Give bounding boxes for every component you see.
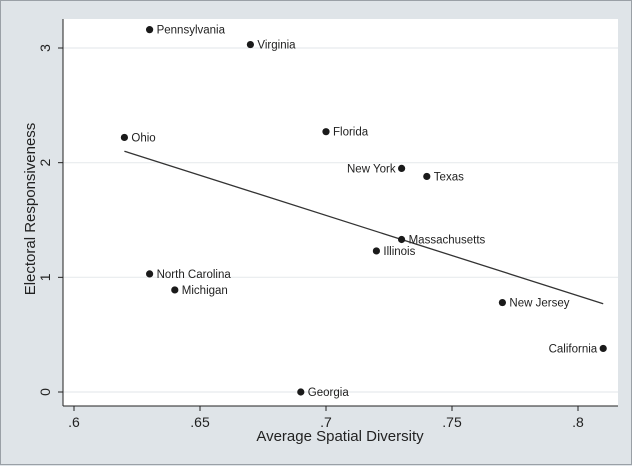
point-label: Massachusetts bbox=[409, 234, 486, 246]
y-tick-label: 2 bbox=[37, 159, 53, 167]
point-label: New Jersey bbox=[509, 298, 569, 310]
point-label: Ohio bbox=[131, 132, 155, 144]
y-tick-label: 0 bbox=[37, 388, 53, 396]
data-point bbox=[322, 128, 330, 136]
axes: .6 .65 .7 .75 .8 0 1 2 3 bbox=[37, 19, 618, 430]
data-point bbox=[398, 164, 406, 172]
data-point bbox=[423, 172, 431, 181]
data-point bbox=[146, 270, 154, 278]
data-point bbox=[171, 286, 179, 294]
fit-line bbox=[124, 150, 604, 305]
point-label: Georgia bbox=[308, 387, 350, 399]
point-label: Michigan bbox=[182, 285, 228, 297]
y-tick-label: 1 bbox=[37, 273, 53, 281]
fit-line-group bbox=[124, 150, 604, 305]
y-axis-title: Electoral Responsiveness bbox=[22, 123, 39, 296]
plot-area bbox=[63, 19, 618, 406]
x-tick-label: .7 bbox=[320, 414, 332, 430]
y-tick-label: 3 bbox=[37, 44, 53, 52]
x-axis-title: Average Spatial Diversity bbox=[256, 428, 424, 445]
point-label: Illinois bbox=[383, 246, 415, 258]
point-label: California bbox=[549, 343, 598, 355]
point-label: New York bbox=[347, 163, 396, 175]
x-tick-label: .6 bbox=[68, 414, 80, 430]
point-label: Florida bbox=[333, 127, 369, 139]
point-label: North Carolina bbox=[157, 269, 232, 281]
data-point bbox=[398, 235, 406, 244]
data-points: Pennsylvania Virginia Ohio Florida New York T… bbox=[120, 25, 607, 399]
data-point bbox=[498, 298, 506, 307]
data-point bbox=[372, 247, 380, 255]
x-tick-label: .75 bbox=[442, 414, 462, 430]
point-label: Pennsylvania bbox=[157, 25, 226, 37]
gridlines bbox=[63, 47, 618, 393]
data-point bbox=[120, 133, 128, 142]
data-point bbox=[146, 26, 154, 34]
point-label: Texas bbox=[434, 171, 464, 183]
point-label: Virginia bbox=[257, 40, 296, 52]
data-point bbox=[297, 388, 305, 396]
x-tick-label: .65 bbox=[190, 414, 210, 430]
x-tick-label: .8 bbox=[572, 414, 584, 430]
data-point bbox=[246, 40, 254, 49]
data-point bbox=[599, 344, 607, 353]
